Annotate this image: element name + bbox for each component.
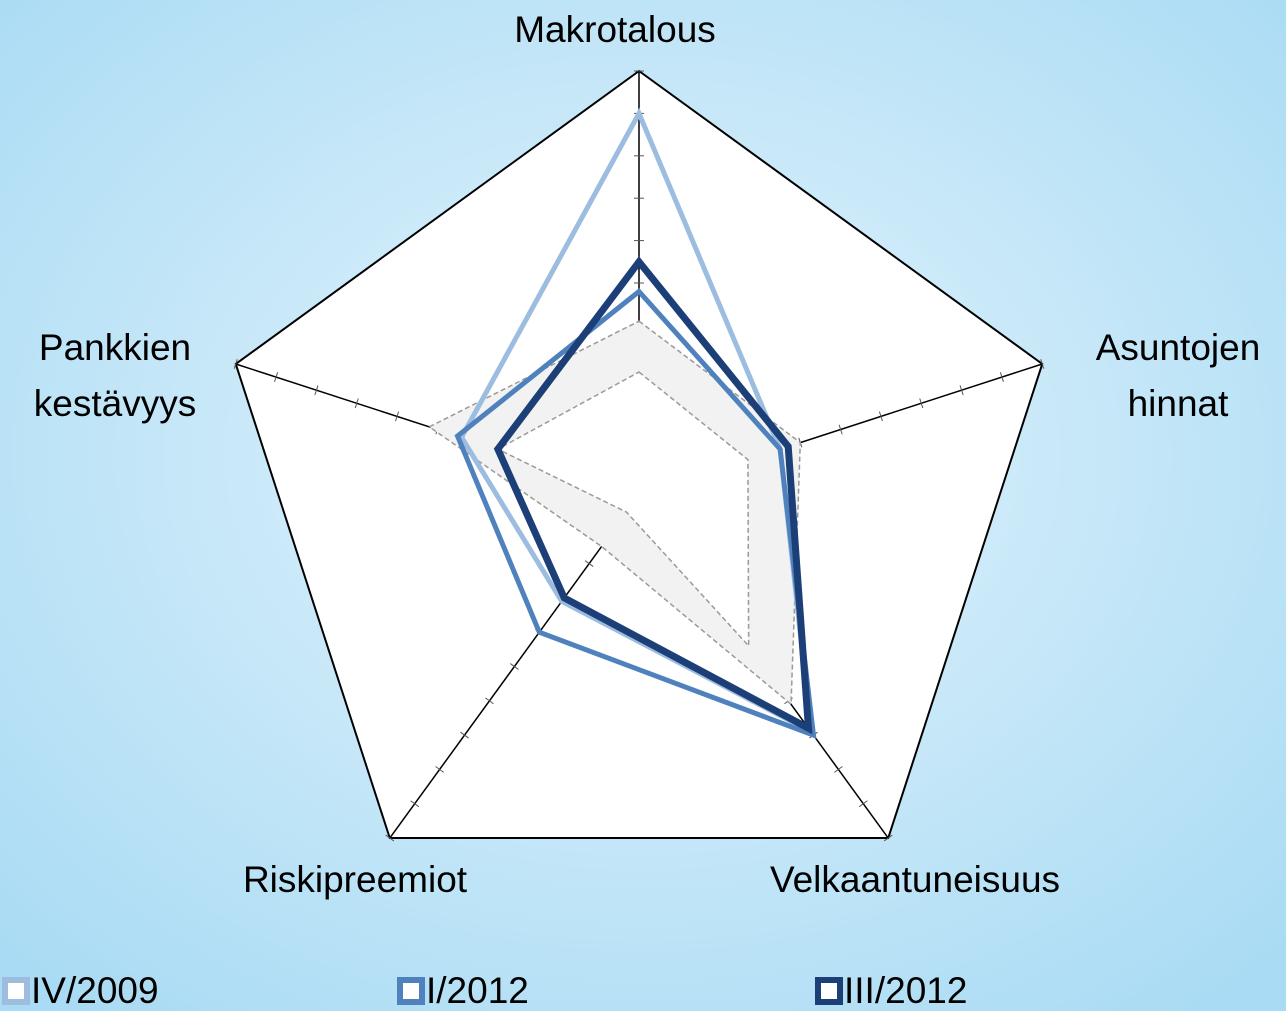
tick-mark (1040, 359, 1045, 369)
axis-label: Pankkien (39, 327, 191, 368)
tick-mark (410, 800, 420, 808)
tick-mark (834, 766, 843, 773)
tick-mark (858, 800, 868, 808)
tick-mark (354, 398, 359, 409)
axis-label: kestävyys (34, 383, 196, 424)
tick-mark (510, 663, 519, 670)
legend-label: III/2012 (844, 970, 967, 1011)
legend-label: IV/2009 (31, 970, 159, 1011)
axis-label: Makrotalous (514, 9, 716, 50)
tick-mark (878, 411, 883, 422)
tick-mark (959, 385, 964, 396)
legend-label: I/2012 (426, 970, 529, 1011)
tick-mark (584, 560, 594, 567)
range-lower (496, 371, 750, 648)
tick-mark (314, 385, 319, 396)
legend-marker (815, 977, 843, 1005)
axis-label: Velkaantuneisuus (770, 859, 1060, 900)
tick-mark (999, 372, 1004, 382)
tick-mark (460, 731, 469, 739)
tick-mark (435, 766, 444, 773)
tick-mark (919, 398, 924, 409)
tick-mark (274, 372, 279, 382)
tick-mark (485, 697, 494, 705)
tick-mark (395, 411, 400, 422)
legend-marker (2, 977, 30, 1005)
axis-label: Asuntojen (1096, 327, 1261, 368)
series-line (454, 288, 817, 739)
tick-mark (883, 834, 893, 842)
axis-label: hinnat (1128, 383, 1230, 424)
legend-marker (397, 977, 425, 1005)
tick-mark (233, 359, 238, 369)
axis-label: Riskipreemiot (243, 859, 468, 900)
series-line (493, 256, 813, 735)
tick-mark (385, 834, 395, 842)
tick-mark (838, 424, 843, 435)
